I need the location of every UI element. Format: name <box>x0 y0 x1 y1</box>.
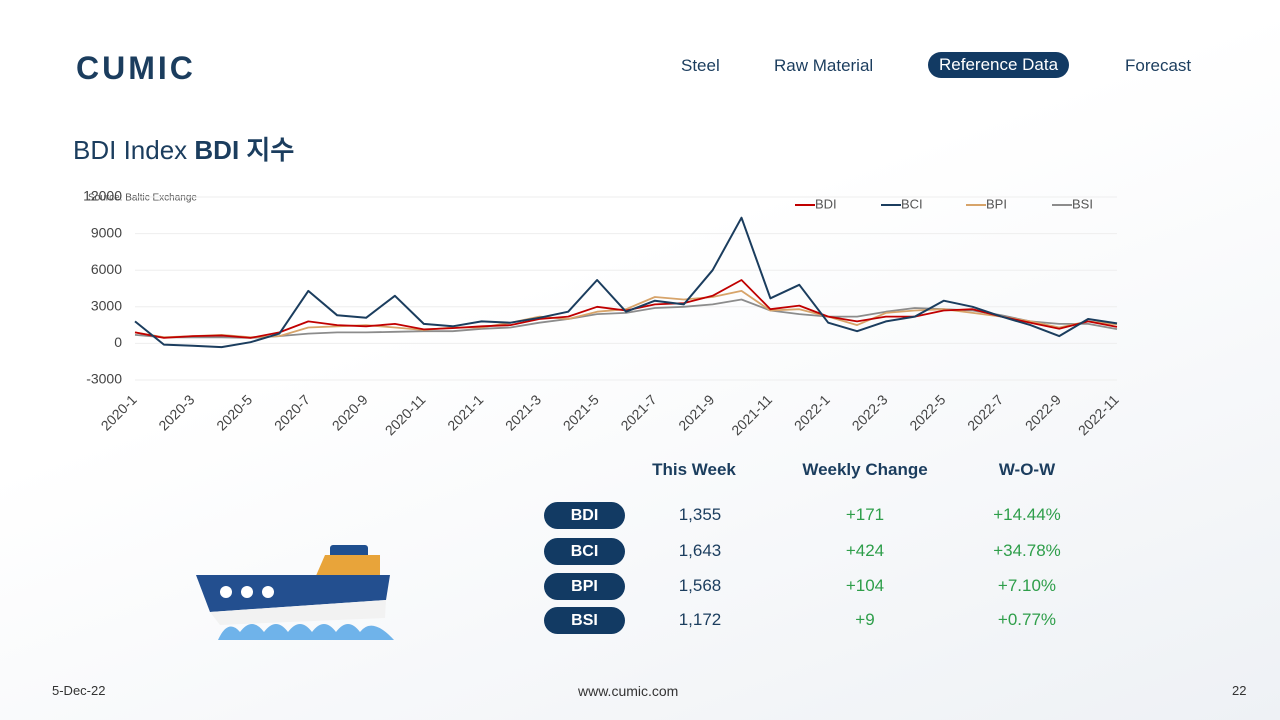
x-tick-label: 2022-7 <box>964 391 1006 433</box>
nav-item[interactable]: Steel <box>681 56 720 75</box>
x-tick-label: 2021-3 <box>502 391 544 433</box>
y-tick-label: -3000 <box>86 371 122 387</box>
y-tick-label: 0 <box>114 334 122 350</box>
x-tick-label: 2020-1 <box>98 391 140 433</box>
this-week: 1,568 <box>678 576 722 595</box>
x-tick-label: 2020-5 <box>213 391 255 433</box>
wow: +7.10% <box>997 576 1057 595</box>
y-tick-label: 6000 <box>91 261 122 277</box>
x-tick-label: 2022-5 <box>906 391 948 433</box>
y-tick-label: 12000 <box>83 188 122 204</box>
col-header: Weekly Change <box>802 460 928 479</box>
index-pill: BPI <box>544 573 625 600</box>
wow: +0.77% <box>997 610 1057 629</box>
legend-label: BDI <box>815 196 837 211</box>
footer-date: 5-Dec-22 <box>52 683 106 698</box>
y-tick-label: 3000 <box>91 298 122 314</box>
wow: +34.78% <box>993 541 1061 560</box>
this-week: 1,355 <box>678 505 722 524</box>
legend-label: BPI <box>986 196 1007 211</box>
index-pill: BCI <box>544 538 625 565</box>
heading-light: BDI Index <box>73 135 188 165</box>
wow: +14.44% <box>993 505 1061 524</box>
x-tick-label: 2021-1 <box>444 391 486 433</box>
this-week: 1,643 <box>678 541 722 560</box>
x-tick-label: 2020-9 <box>329 391 371 433</box>
x-tick-label: 2021-9 <box>675 391 717 433</box>
nav-item[interactable]: Forecast <box>1125 56 1192 75</box>
ship-icon <box>196 545 394 640</box>
footer-site: www.cumic.com <box>578 683 679 699</box>
weekly-change: +171 <box>845 505 885 524</box>
nav-item-active[interactable]: Reference Data <box>928 52 1070 78</box>
x-tick-label: 2020-11 <box>382 391 429 438</box>
col-header: This Week <box>652 460 736 479</box>
footer-page: 22 <box>1232 683 1247 698</box>
logo: CUMIC <box>76 50 196 86</box>
y-tick-label: 9000 <box>91 224 122 240</box>
x-tick-label: 2022-9 <box>1022 391 1064 433</box>
index-pill: BSI <box>544 607 625 634</box>
heading: BDI Index BDI 지수 <box>73 130 294 167</box>
x-tick-label: 2020-3 <box>155 391 197 433</box>
nav-item[interactable]: Raw Material <box>774 56 874 75</box>
this-week: 1,172 <box>678 610 722 629</box>
weekly-change: +104 <box>845 576 885 595</box>
source: Source: Baltic Exchange <box>88 193 197 204</box>
legend-label: BCI <box>901 196 923 211</box>
heading-bold: BDI 지수 <box>194 135 295 165</box>
chart: Source: Baltic Exchange -3000 0 3000 6000 90… <box>83 188 1122 439</box>
x-tick-label: 2021-7 <box>617 391 659 433</box>
x-tick-label: 2021-11 <box>728 391 775 438</box>
weekly-change: +424 <box>845 541 885 560</box>
weekly-change: +9 <box>855 610 875 629</box>
x-tick-label: 2022-11 <box>1075 391 1122 438</box>
x-tick-label: 2021-5 <box>560 391 602 433</box>
x-tick-label: 2020-7 <box>271 391 313 433</box>
legend-label: BSI <box>1072 196 1093 211</box>
line <box>134 216 1118 349</box>
x-tick-label: 2022-3 <box>849 391 891 433</box>
index-pill: BDI <box>544 502 625 529</box>
col-header: W-O-W <box>998 460 1056 479</box>
x-tick-label: 2022-1 <box>791 391 833 433</box>
